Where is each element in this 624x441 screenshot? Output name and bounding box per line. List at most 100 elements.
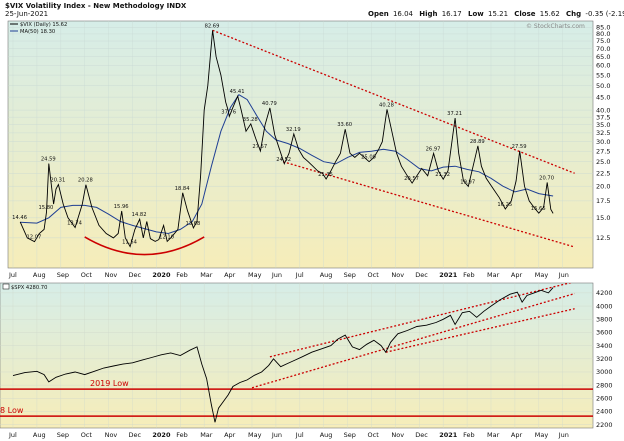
spx-y-tick-label: 2600 xyxy=(596,395,613,403)
vix-data-label: 15.65 xyxy=(531,206,546,212)
close-value: 15.62 xyxy=(540,10,560,18)
vix-trendline xyxy=(212,29,575,174)
spx-y-tick-label: 3000 xyxy=(596,368,613,376)
vix-data-label: 11.54 xyxy=(122,240,138,246)
vix-data-label: 20.70 xyxy=(539,175,554,181)
spx-y-tick-label: 3600 xyxy=(596,329,613,337)
spx-gridlines xyxy=(0,283,593,428)
vix-y-tick-label: 60.0 xyxy=(596,62,610,70)
spx-x-tick-label: Nov xyxy=(105,431,118,439)
spx-trendline xyxy=(269,283,573,358)
vix-data-label: 37.21 xyxy=(447,111,462,117)
vix-data-label: 40.28 xyxy=(379,102,394,108)
vix-data-label: 16.25 xyxy=(497,202,512,208)
spx-x-tick-label: Dec xyxy=(415,431,428,439)
spx-support-label: 8 Low xyxy=(0,406,24,415)
spx-legend-text: $SPX 4280.70 xyxy=(11,285,47,291)
close-label: Close xyxy=(514,10,536,18)
watermark: © StockCharts.com xyxy=(526,23,585,30)
spx-x-axis: Jul Aug Sep Oct Nov Dec 2020 Feb Mar Apr May Jun Jul… xyxy=(8,431,569,439)
vix-data-label: 33.60 xyxy=(337,122,352,128)
vix-data-label: 15.96 xyxy=(114,204,129,210)
spx-x-tick-label: Oct xyxy=(368,431,380,439)
spx-y-tick-label: 3200 xyxy=(596,355,613,363)
vix-x-tick-label: Apr xyxy=(511,271,523,279)
vix-panel xyxy=(7,20,594,269)
spx-x-tick-label: Apr xyxy=(224,431,236,439)
chg-label: Chg xyxy=(566,10,581,18)
spx-y-tick-label: 2800 xyxy=(596,381,613,389)
vix-data-label: 14.46 xyxy=(12,215,27,221)
vix-data-label: 21.32 xyxy=(435,172,450,178)
vix-x-tick-label: Sep xyxy=(57,271,69,279)
vix-price-line xyxy=(19,30,554,248)
chart-title: $VIX Volatility Index - New Methodology … xyxy=(5,2,187,10)
vix-x-tick-label: Aug xyxy=(33,271,46,279)
spx-x-tick-label: Jun xyxy=(271,431,282,439)
high-value: 16.17 xyxy=(442,10,462,18)
vix-x-tick-label: Dec xyxy=(129,271,142,279)
vix-x-tick-label: Oct xyxy=(81,271,93,279)
vix-data-labels: 14.46 12.07 24.59 15.80 20.31 13.74 20.28 15.96… xyxy=(12,23,554,245)
vix-x-tick-label: Sep xyxy=(344,271,356,279)
spx-y-tick-label: 4000 xyxy=(596,302,613,310)
spx-price-line xyxy=(12,287,554,423)
vix-data-label: 40.79 xyxy=(262,101,277,107)
spx-x-tick-label: Sep xyxy=(344,431,356,439)
spx-trendlines xyxy=(251,283,575,389)
vix-x-tick-label: Jun xyxy=(271,271,282,279)
vix-data-label: 25.00 xyxy=(361,155,376,161)
vix-data-label: 27.59 xyxy=(512,144,527,150)
vix-x-tick-label: Mar xyxy=(200,271,213,279)
vix-y-tick-label: 17.5 xyxy=(596,197,610,205)
vix-y-tick-label: 85.0 xyxy=(596,23,610,31)
spx-legend-swatch xyxy=(2,283,10,290)
vix-data-label: 35.28 xyxy=(243,117,258,123)
vix-y-tick-label: 37.5 xyxy=(596,113,610,121)
spx-legend: $SPX 4280.70 xyxy=(2,283,47,291)
vix-y-tick-label: 22.5 xyxy=(596,169,610,177)
ohlc-readout: Open 16.04 High 16.17 Low 15.21 Close 15… xyxy=(368,10,624,18)
spx-x-tick-label: 2020 xyxy=(152,431,171,439)
vix-y-tick-label: 30.0 xyxy=(596,138,610,146)
spx-x-tick-label: Jul xyxy=(8,431,17,439)
vix-x-tick-label: Mar xyxy=(487,271,500,279)
spx-y-tick-label: 2200 xyxy=(596,421,613,429)
open-value: 16.04 xyxy=(393,10,414,18)
vix-x-tick-label: Dec xyxy=(415,271,428,279)
vix-data-label: 45.41 xyxy=(230,89,245,95)
vix-data-label: 21.35 xyxy=(318,172,333,178)
spx-x-tick-label: Apr xyxy=(511,431,523,439)
spx-x-tick-label: Aug xyxy=(320,431,333,439)
spx-support-lines: 2019 Low 8 Low xyxy=(0,379,593,417)
vix-y-tick-label: 55.0 xyxy=(596,71,610,79)
vix-data-label: 18.84 xyxy=(175,186,191,192)
spx-panel xyxy=(0,282,594,429)
vix-x-tick-label: Jul xyxy=(295,271,304,279)
chg-value: -0.35 (-2.19%) xyxy=(585,10,624,18)
vix-x-tick-label: Feb xyxy=(176,271,188,279)
vix-x-tick-label: Nov xyxy=(105,271,118,279)
spx-x-tick-label: Feb xyxy=(176,431,188,439)
vix-y-axis: 12.5 15.0 17.5 20.0 22.5 25.0 27.530.032.535.0… xyxy=(596,23,610,242)
vix-x-tick-label: Oct xyxy=(368,271,380,279)
vix-data-label: 26.97 xyxy=(426,146,441,152)
vix-data-label: 19.97 xyxy=(460,179,475,185)
spx-x-tick-label: Sep xyxy=(57,431,69,439)
vix-y-tick-label: 35.0 xyxy=(596,121,610,129)
vix-data-label: 28.89 xyxy=(470,139,485,145)
vix-x-tick-label: Jun xyxy=(558,271,569,279)
vix-y-tick-label: 15.0 xyxy=(596,214,610,222)
vix-data-label: 32.19 xyxy=(286,127,301,133)
vix-y-tick-label: 45.0 xyxy=(596,93,610,101)
vix-y-tick-label: 32.5 xyxy=(596,129,610,137)
spx-x-tick-label: Mar xyxy=(487,431,500,439)
vix-legend: $VIX (Daily) 15.62 MA(50) 18.30 xyxy=(10,22,67,35)
vix-data-label: 13.68 xyxy=(185,221,200,227)
vix-y-tick-label: 40.0 xyxy=(596,106,610,114)
vix-y-tick-label: 12.5 xyxy=(596,234,610,242)
vix-y-tick-label: 27.5 xyxy=(596,147,610,155)
vix-gridlines xyxy=(8,21,593,268)
vix-x-tick-label: Jul xyxy=(8,271,17,279)
